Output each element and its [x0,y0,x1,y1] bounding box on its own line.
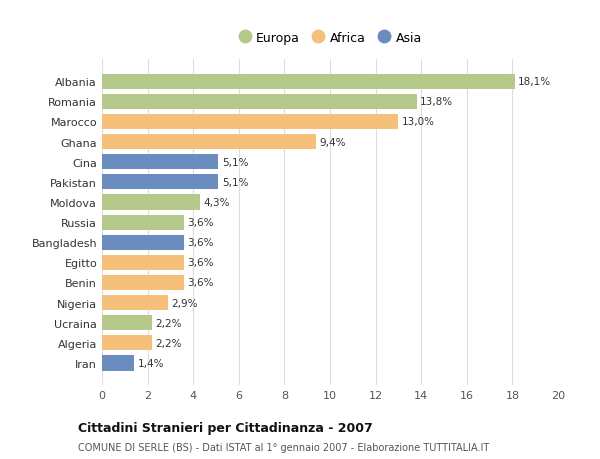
Bar [102,336,152,351]
Bar [102,235,184,250]
Text: 4,3%: 4,3% [203,197,230,207]
Bar [102,135,316,150]
Text: 2,9%: 2,9% [172,298,198,308]
Text: 2,2%: 2,2% [155,338,182,348]
Bar [102,255,184,270]
Text: Cittadini Stranieri per Cittadinanza - 2007: Cittadini Stranieri per Cittadinanza - 2… [78,421,373,435]
Text: 2,2%: 2,2% [155,318,182,328]
Bar [102,275,184,291]
Text: 9,4%: 9,4% [320,137,346,147]
Bar [102,74,515,90]
Text: 3,6%: 3,6% [187,218,214,228]
Text: 5,1%: 5,1% [222,157,248,168]
Bar [102,215,184,230]
Bar [102,175,218,190]
Bar [102,195,200,210]
Text: 1,4%: 1,4% [137,358,164,368]
Bar [102,296,168,310]
Bar [102,315,152,330]
Legend: Europa, Africa, Asia: Europa, Africa, Asia [233,27,427,50]
Text: 3,6%: 3,6% [187,278,214,288]
Text: COMUNE DI SERLE (BS) - Dati ISTAT al 1° gennaio 2007 - Elaborazione TUTTITALIA.I: COMUNE DI SERLE (BS) - Dati ISTAT al 1° … [78,442,489,452]
Text: 5,1%: 5,1% [222,178,248,187]
Text: 13,0%: 13,0% [402,117,435,127]
Bar [102,115,398,130]
Text: 3,6%: 3,6% [187,258,214,268]
Text: 18,1%: 18,1% [518,77,551,87]
Bar [102,95,416,110]
Text: 13,8%: 13,8% [420,97,453,107]
Bar [102,155,218,170]
Text: 3,6%: 3,6% [187,238,214,248]
Bar [102,356,134,371]
